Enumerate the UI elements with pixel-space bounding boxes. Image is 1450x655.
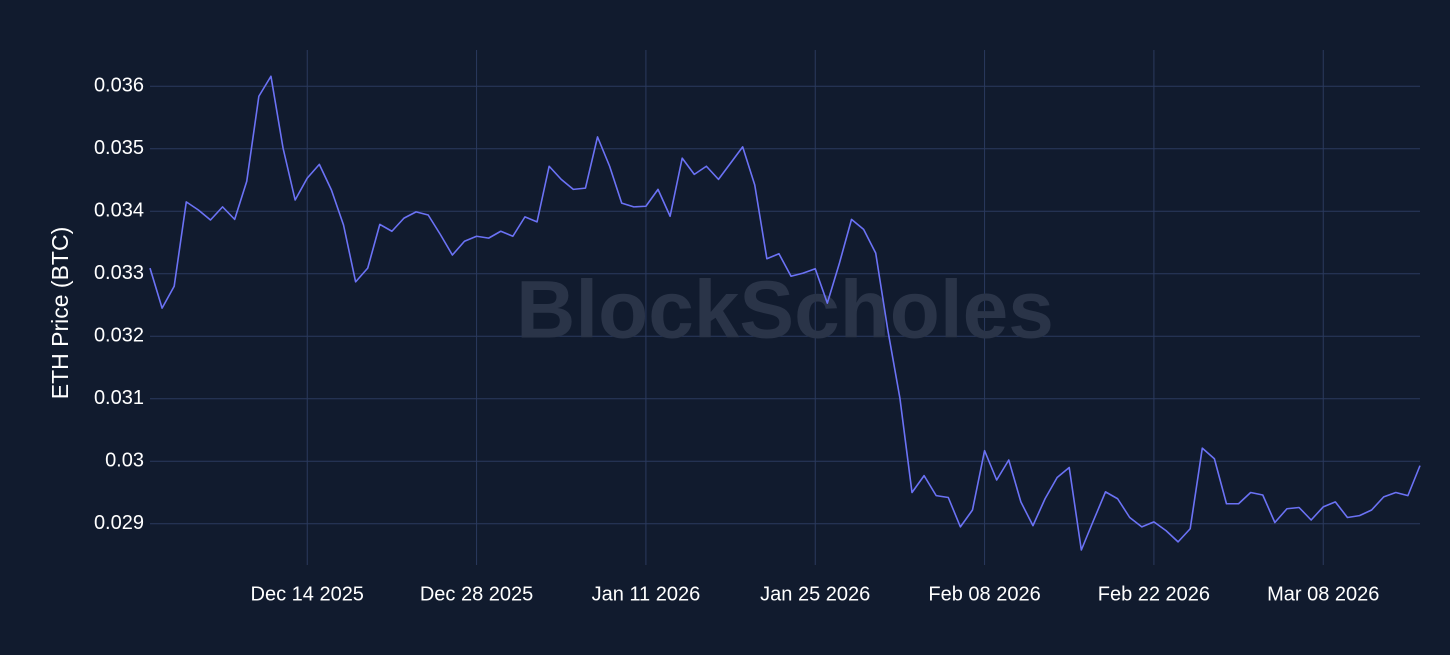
- watermark: BlockScholes: [516, 265, 1054, 356]
- y-tick-label: 0.036: [94, 75, 144, 97]
- x-tick-label: Feb 08 2026: [928, 583, 1040, 605]
- y-tick-label: 0.03: [105, 450, 144, 472]
- y-tick-label: 0.034: [94, 200, 144, 222]
- x-tick-label: Mar 08 2026: [1267, 583, 1379, 605]
- y-tick-label: 0.033: [94, 262, 144, 284]
- y-tick-label: 0.035: [94, 137, 144, 159]
- y-tick-label: 0.029: [94, 512, 144, 534]
- x-tick-label: Jan 25 2026: [760, 583, 870, 605]
- x-tick-label: Dec 14 2025: [251, 583, 364, 605]
- grid: [150, 50, 1420, 565]
- y-axis-label: ETH Price (BTC): [47, 227, 73, 400]
- y-tick-label: 0.032: [94, 325, 144, 347]
- x-tick-label: Dec 28 2025: [420, 583, 533, 605]
- y-tick-label: 0.031: [94, 387, 144, 409]
- x-tick-label: Feb 22 2026: [1098, 583, 1210, 605]
- price-line: [149, 75, 1421, 551]
- x-tick-label: Jan 11 2026: [592, 583, 701, 605]
